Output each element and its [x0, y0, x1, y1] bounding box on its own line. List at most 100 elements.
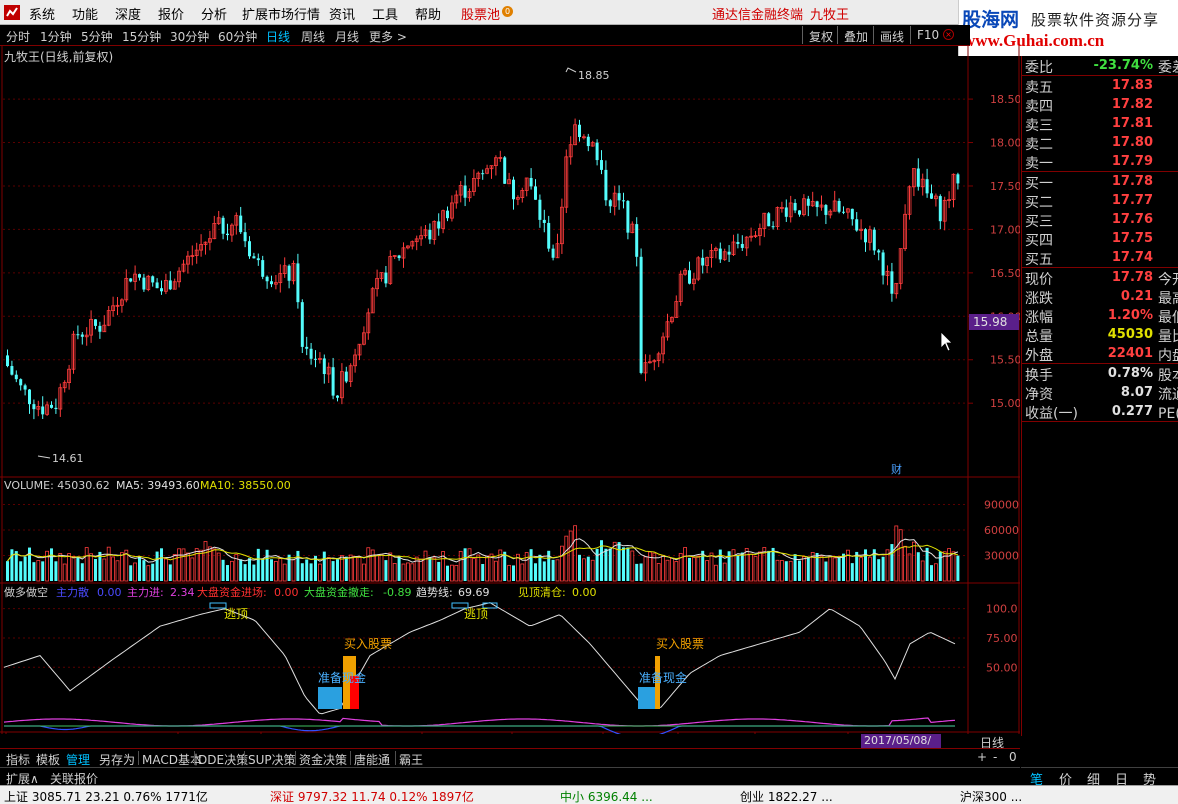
bid-row[interactable]: 买三 17.76	[1022, 210, 1178, 230]
candle-body	[832, 200, 837, 212]
tab-price[interactable]: 价	[1059, 773, 1073, 788]
bid-row[interactable]: 买一 17.78	[1022, 172, 1178, 192]
overlay-button[interactable]: 叠加	[837, 26, 874, 44]
volume-bar	[163, 558, 168, 582]
period-tab-more[interactable]: 更多 >	[369, 30, 407, 44]
candle-body	[639, 256, 643, 373]
close-icon[interactable]: ×	[943, 29, 954, 40]
bid-price: 17.75	[1111, 231, 1153, 246]
tab-manage[interactable]: 管理	[66, 753, 91, 767]
tab-indicator[interactable]: 指标	[6, 753, 31, 767]
menu-help[interactable]: 帮助	[415, 8, 442, 23]
kline-chart[interactable]: 九牧王(日线,前复权) 18.5018.0017.5017.0016.5016.…	[0, 46, 1022, 748]
menu-stock-pool[interactable]: 股票池	[461, 8, 501, 23]
tab-trend[interactable]: 势	[1143, 773, 1157, 788]
tab-bawang[interactable]: 霸王	[399, 753, 424, 767]
zoom-reset-button[interactable]: 0	[1009, 750, 1017, 764]
tab-tangnengtong[interactable]: 唐能通	[354, 753, 391, 767]
ask-row[interactable]: 卖五 17.83	[1022, 76, 1178, 96]
period-tab-monthly[interactable]: 月线	[335, 30, 360, 44]
menu-depth[interactable]: 深度	[115, 8, 142, 23]
zoom-in-button[interactable]: +	[977, 750, 988, 764]
candle-body	[410, 241, 415, 247]
prepare-cash-bar-1	[318, 687, 342, 709]
price-grid	[3, 98, 968, 404]
ask-price: 17.81	[1111, 116, 1153, 131]
volume-bar	[815, 552, 819, 581]
tab-save-as[interactable]: 另存为	[99, 753, 136, 767]
ask-row[interactable]: 卖一 17.79	[1022, 152, 1178, 172]
status-item[interactable]: 沪深300 ...	[960, 790, 1023, 804]
ask-row[interactable]: 卖三 17.81	[1022, 114, 1178, 134]
extension-toggle[interactable]: 扩展∧	[6, 772, 39, 786]
volume-bar	[727, 551, 731, 581]
period-tab-5min[interactable]: 5分钟	[81, 30, 113, 44]
buy-label-1: 买入股票	[344, 637, 392, 651]
candle-body	[133, 273, 138, 282]
volume-bar	[54, 561, 58, 581]
volume-bar	[454, 564, 459, 582]
bid-row[interactable]: 买五 17.74	[1022, 248, 1178, 268]
volume-bar	[832, 557, 837, 582]
volume-bar	[604, 548, 608, 581]
menu-tools[interactable]: 工具	[372, 8, 399, 23]
menu-news[interactable]: 资讯	[329, 8, 356, 23]
menu-ext-market[interactable]: 扩展市场行情	[242, 8, 321, 23]
period-tab-daily[interactable]: 日线	[266, 30, 291, 44]
ask-row[interactable]: 卖二 17.80	[1022, 133, 1178, 153]
period-tab-30min[interactable]: 30分钟	[170, 30, 210, 44]
status-item[interactable]: 上证 3085.71 23.21 0.76% 1771亿	[4, 790, 208, 804]
zoom-out-button[interactable]: -	[993, 750, 998, 764]
status-item[interactable]: 深证 9797.32 11.74 0.12% 1897亿	[270, 790, 474, 804]
candle-body	[560, 206, 564, 245]
adjust-button[interactable]: 复权	[802, 26, 839, 44]
price-tick-label: 15.00	[990, 397, 1020, 410]
finance-marker[interactable]: 财	[891, 462, 902, 476]
tab-dde[interactable]: DDE决策	[198, 753, 249, 767]
volume-bar	[76, 557, 80, 581]
ask-row[interactable]: 卖四 17.82	[1022, 95, 1178, 115]
volume-bar	[916, 552, 920, 581]
volume-bar	[930, 565, 933, 581]
menu-analysis[interactable]: 分析	[201, 8, 228, 23]
volume-bar	[696, 555, 701, 582]
tab-day[interactable]: 日	[1115, 773, 1129, 788]
candle-body	[930, 193, 933, 199]
period-tab-1min[interactable]: 1分钟	[40, 30, 72, 44]
prepare-label-2: 准备现金	[639, 670, 687, 685]
menu-quote[interactable]: 报价	[158, 8, 185, 23]
status-item[interactable]: 中小 6396.44 ...	[560, 790, 653, 804]
bid-row[interactable]: 买二 17.77	[1022, 191, 1178, 211]
volume-bar	[683, 547, 687, 582]
bid-row[interactable]: 买四 17.75	[1022, 229, 1178, 249]
tab-macd[interactable]: MACD基本	[142, 753, 202, 767]
stat-row: 外盘 22401 内盘	[1022, 344, 1178, 364]
volume-bar	[718, 549, 722, 581]
f10-button[interactable]: F10	[910, 26, 945, 44]
volume-bar	[463, 548, 467, 581]
watermark-url: www.Guhai.com.cn	[963, 31, 1105, 50]
status-item[interactable]: 创业 1822.27 ...	[740, 790, 833, 804]
period-tab-intraday[interactable]: 分时	[6, 30, 31, 44]
menu-system[interactable]: 系统	[29, 8, 56, 23]
watermark-slogan: 股票软件资源分享	[1031, 11, 1160, 29]
period-tab-60min[interactable]: 60分钟	[218, 30, 258, 44]
candle-body	[600, 160, 603, 170]
escape-marker-2	[451, 602, 469, 609]
period-tab-weekly[interactable]: 周线	[301, 30, 326, 44]
candle-body	[401, 247, 406, 259]
tab-detail[interactable]: 细	[1087, 773, 1101, 788]
tab-sup[interactable]: SUP决策	[248, 753, 296, 767]
tab-template[interactable]: 模板	[36, 753, 61, 767]
chart-header: 九牧王(日线,前复权)	[4, 49, 113, 64]
tab-fund[interactable]: 资金决策	[299, 753, 348, 767]
candle-body	[216, 217, 221, 224]
period-tab-15min[interactable]: 15分钟	[122, 30, 162, 44]
period-label[interactable]: 日线	[980, 736, 1005, 750]
draw-button[interactable]: 画线	[873, 26, 910, 44]
related-quote-tab[interactable]: 关联报价	[50, 772, 99, 786]
tab-tick[interactable]: 笔	[1030, 773, 1044, 788]
volume-bar	[920, 560, 925, 582]
menu-function[interactable]: 功能	[72, 8, 99, 23]
candle-body	[701, 257, 705, 266]
